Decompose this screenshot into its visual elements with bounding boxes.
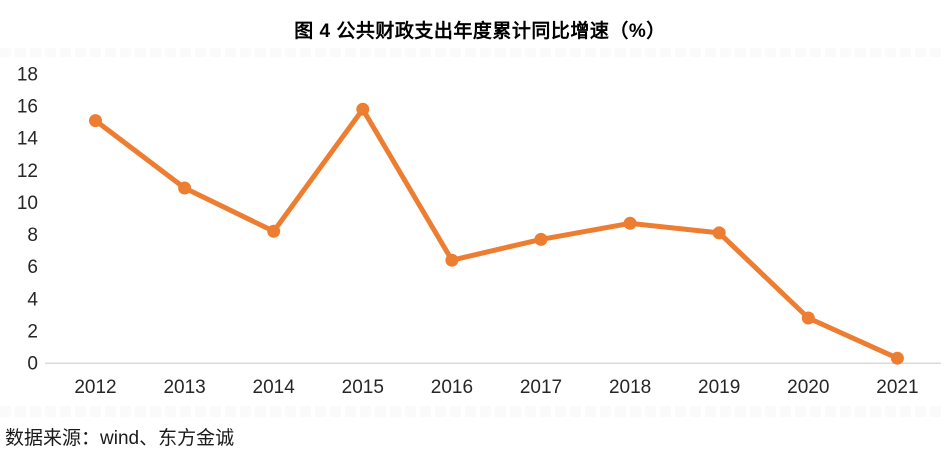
y-tick-label: 6 xyxy=(27,257,38,278)
data-point-2012 xyxy=(89,114,102,128)
line-series xyxy=(93,106,900,361)
data-point-2015 xyxy=(356,102,370,116)
y-tick-label: 14 xyxy=(17,129,39,150)
x-axis-label: 2013 xyxy=(163,377,205,398)
data-point-2017 xyxy=(534,232,548,246)
x-axis-label: 2016 xyxy=(431,377,473,398)
x-axis-label: 2019 xyxy=(698,377,740,398)
y-tick-label: 12 xyxy=(17,161,38,182)
chart-title: 图 4 公共财政支出年度累计同比增速（%） xyxy=(294,21,666,42)
x-axis-label: 2015 xyxy=(342,377,384,398)
faint-separator-bottom xyxy=(0,406,944,417)
x-axis-label: 2018 xyxy=(609,377,651,398)
data-point-2019 xyxy=(712,226,726,240)
x-axis-label: 2021 xyxy=(876,377,918,398)
faint-separator-top xyxy=(0,48,944,57)
data-source-note: 数据来源：wind、东方金诚 xyxy=(5,428,235,449)
y-tick-label: 18 xyxy=(17,65,38,86)
x-axis-label: 2020 xyxy=(787,377,829,398)
y-tick-label: 0 xyxy=(27,354,38,375)
data-point-2016 xyxy=(445,253,459,267)
x-axis-label: 2012 xyxy=(74,377,116,398)
data-point-2021 xyxy=(890,351,904,365)
x-axis-label: 2014 xyxy=(253,377,296,398)
data-point-2020 xyxy=(801,311,815,325)
data-point-2013 xyxy=(178,181,192,195)
y-tick-label: 4 xyxy=(27,289,38,310)
data-point-2014 xyxy=(267,224,281,238)
x-axis-label: 2017 xyxy=(520,377,562,398)
y-tick-label: 2 xyxy=(27,321,38,342)
data-point-2018 xyxy=(623,216,637,230)
y-tick-label: 16 xyxy=(17,97,38,118)
y-tick-label: 8 xyxy=(27,225,38,246)
y-tick-label: 10 xyxy=(17,193,38,214)
